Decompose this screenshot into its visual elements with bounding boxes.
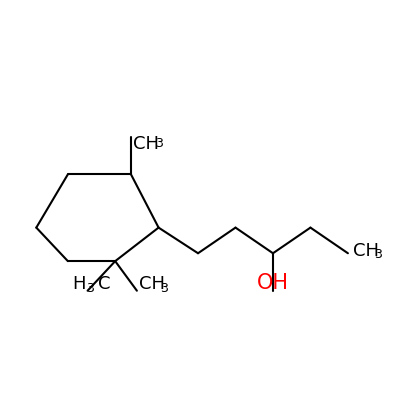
Text: H: H (72, 275, 86, 293)
Text: 3: 3 (155, 137, 162, 150)
Text: 3: 3 (374, 248, 382, 261)
Text: CH: CH (353, 242, 379, 260)
Text: CH: CH (139, 275, 165, 293)
Text: C: C (98, 275, 111, 293)
Text: OH: OH (257, 273, 289, 293)
Text: 3: 3 (86, 282, 94, 296)
Text: 3: 3 (160, 282, 168, 296)
Text: CH: CH (133, 135, 159, 153)
